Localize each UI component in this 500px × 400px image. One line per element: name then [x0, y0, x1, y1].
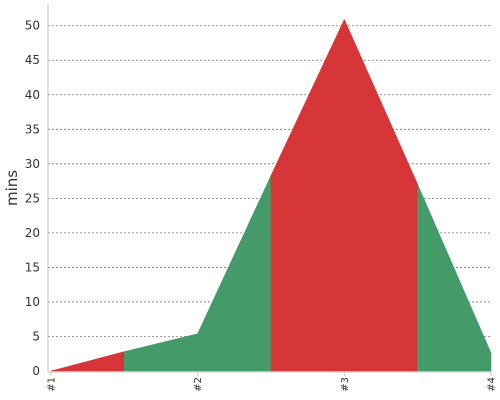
- area-segment: [124, 333, 198, 372]
- area-segment: [197, 175, 272, 372]
- x-tick-labels: #1 #2 #3 #4: [47, 372, 498, 392]
- x-tick-label: #2: [193, 377, 204, 392]
- y-tick-label: 0: [32, 364, 40, 378]
- x-tick-label: #1: [47, 377, 58, 392]
- y-tick-label: 10: [25, 295, 40, 309]
- x-tick-label: #3: [340, 377, 351, 392]
- area-series: [50, 19, 492, 372]
- area-segment: [344, 19, 418, 372]
- y-tick-label: 5: [32, 329, 40, 343]
- y-tick-label: 40: [25, 88, 40, 102]
- y-tick-label: 50: [25, 19, 40, 33]
- y-tick-label: 30: [25, 157, 40, 171]
- y-tick-label: 15: [25, 260, 40, 274]
- area-segment: [50, 351, 125, 372]
- y-tick-label: 35: [25, 122, 40, 136]
- x-tick-label: #4: [487, 377, 498, 392]
- y-tick-labels: 0 5 10 15 20 25 30 35 40 45 50: [25, 19, 40, 378]
- axes: [47, 4, 491, 373]
- y-tick-label: 45: [25, 53, 40, 67]
- area-segment: [417, 184, 492, 372]
- y-axis-title: mins: [3, 170, 21, 206]
- y-tick-label: 20: [25, 226, 40, 240]
- y-tick-label: 25: [25, 191, 40, 205]
- area-segment: [270, 19, 345, 372]
